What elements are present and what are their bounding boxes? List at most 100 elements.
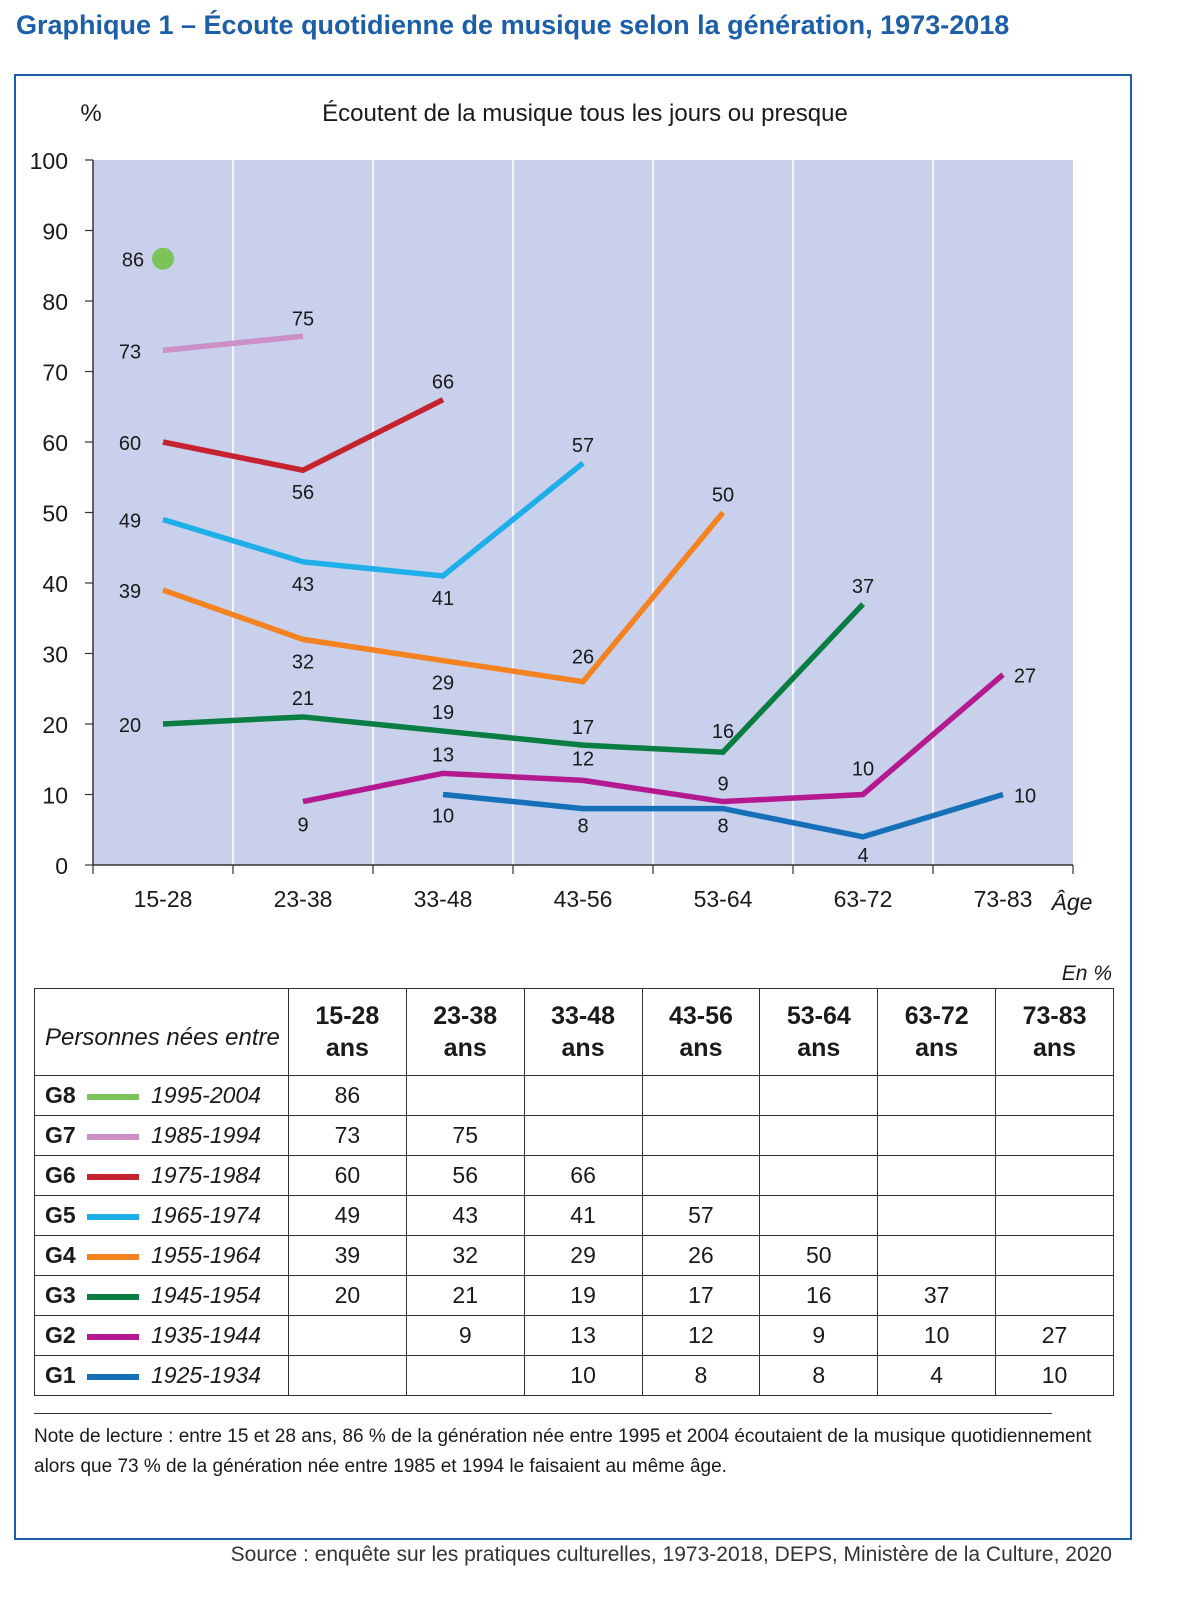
table-cell: 8 bbox=[641, 1355, 761, 1396]
table-cell: 57 bbox=[641, 1195, 761, 1236]
table-row: G7 1985-1994 73 75 bbox=[34, 1115, 1114, 1156]
generation-years: 1945-1954 bbox=[151, 1282, 261, 1308]
table-lead-label: Personnes nées entre bbox=[34, 988, 289, 1076]
legend-swatch bbox=[87, 1373, 139, 1380]
table-cell bbox=[995, 1155, 1114, 1196]
data-label: 41 bbox=[432, 588, 454, 610]
generation-code: G8 bbox=[45, 1082, 76, 1108]
table-cell: 16 bbox=[759, 1275, 879, 1316]
legend-swatch bbox=[87, 1093, 139, 1100]
data-label: 16 bbox=[712, 721, 734, 743]
y-tick-label: 80 bbox=[42, 289, 68, 315]
age-suffix: ans bbox=[325, 1034, 369, 1062]
data-label: 20 bbox=[119, 715, 141, 737]
table-row: G2 1935-1944 9 13 12 9 10 27 bbox=[34, 1315, 1114, 1356]
table-cell: 37 bbox=[877, 1275, 997, 1316]
table-cell bbox=[877, 1115, 997, 1156]
table-unit-note: En % bbox=[1061, 962, 1112, 985]
table-row: G6 1975-1984 60 56 66 bbox=[34, 1155, 1114, 1196]
generation-cell: G6 1975-1984 bbox=[34, 1155, 289, 1196]
series-line bbox=[162, 397, 445, 474]
x-tick-label: 43-56 bbox=[554, 886, 613, 912]
legend-swatch bbox=[87, 1253, 139, 1260]
table-cell: 13 bbox=[523, 1315, 643, 1356]
table-cell: 26 bbox=[641, 1235, 761, 1276]
age-suffix: ans bbox=[915, 1034, 959, 1062]
data-label: 57 bbox=[572, 435, 594, 457]
table-cell bbox=[287, 1315, 407, 1356]
table-cell: 50 bbox=[759, 1235, 879, 1276]
generation-code: G6 bbox=[45, 1162, 76, 1188]
data-label: 32 bbox=[292, 651, 314, 673]
table-cell bbox=[877, 1075, 997, 1116]
table-cell bbox=[759, 1195, 879, 1236]
legend-swatch bbox=[87, 1333, 139, 1340]
generation-code: G4 bbox=[45, 1242, 76, 1268]
table-cell bbox=[405, 1355, 525, 1396]
data-label: 4 bbox=[857, 845, 868, 867]
data-label: 9 bbox=[297, 815, 308, 837]
age-column-header: 43-56 ans bbox=[641, 988, 761, 1076]
data-label: 10 bbox=[432, 806, 454, 828]
generation-years: 1925-1934 bbox=[151, 1362, 261, 1388]
data-label: 43 bbox=[292, 574, 314, 596]
data-label: 56 bbox=[292, 482, 314, 504]
y-tick-label: 70 bbox=[42, 360, 68, 386]
generation-years: 1935-1944 bbox=[151, 1322, 261, 1348]
data-label: 21 bbox=[292, 688, 314, 710]
data-label: 29 bbox=[432, 673, 454, 695]
table-cell: 19 bbox=[523, 1275, 643, 1316]
table-cell bbox=[287, 1355, 407, 1396]
chart-title: Écoutent de la musique tous les jours ou… bbox=[322, 100, 848, 127]
data-label: 39 bbox=[119, 581, 141, 603]
series-line bbox=[162, 461, 585, 579]
table-cell bbox=[995, 1235, 1114, 1276]
table-cell: 41 bbox=[523, 1195, 643, 1236]
x-tick-label: 15-28 bbox=[134, 886, 193, 912]
y-tick-label: 10 bbox=[42, 783, 68, 809]
age-column-header: 23-38 ans bbox=[405, 988, 525, 1076]
y-tick-label: 100 bbox=[30, 148, 68, 174]
series-point bbox=[152, 247, 174, 270]
data-label: 8 bbox=[577, 816, 588, 838]
table-cell: 9 bbox=[405, 1315, 525, 1356]
x-tick-label: 53-64 bbox=[694, 886, 753, 912]
age-column-header: 15-28 ans bbox=[287, 988, 407, 1076]
age-suffix: ans bbox=[443, 1034, 487, 1062]
table-cell bbox=[523, 1075, 643, 1116]
generation-cell: G2 1935-1944 bbox=[34, 1315, 289, 1356]
table-cell: 32 bbox=[405, 1235, 525, 1276]
x-tick-label: 33-48 bbox=[414, 886, 473, 912]
table-cell: 60 bbox=[287, 1155, 407, 1196]
data-label: 27 bbox=[1014, 666, 1036, 688]
x-axis-label: Âge bbox=[1051, 889, 1093, 915]
table-cell: 10 bbox=[995, 1355, 1114, 1396]
y-axis-label: % bbox=[80, 100, 101, 127]
data-label: 50 bbox=[712, 485, 734, 507]
y-tick-label: 50 bbox=[42, 501, 68, 527]
table-cell bbox=[995, 1195, 1114, 1236]
y-tick-label: 40 bbox=[42, 571, 68, 597]
table-cell bbox=[405, 1075, 525, 1116]
table-cell bbox=[641, 1155, 761, 1196]
table-row: G8 1995-2004 86 bbox=[34, 1075, 1114, 1116]
table-cell: 56 bbox=[405, 1155, 525, 1196]
series-line bbox=[302, 672, 1005, 805]
y-tick-label: 20 bbox=[42, 712, 68, 738]
table-cell bbox=[523, 1115, 643, 1156]
table-cell: 20 bbox=[287, 1275, 407, 1316]
y-tick-label: 60 bbox=[42, 430, 68, 456]
legend-swatch bbox=[87, 1173, 139, 1180]
age-suffix: ans bbox=[561, 1034, 605, 1062]
data-label: 19 bbox=[432, 702, 454, 724]
x-tick-label: 63-72 bbox=[834, 886, 893, 912]
table-cell: 9 bbox=[759, 1315, 879, 1356]
generation-cell: G4 1955-1964 bbox=[34, 1235, 289, 1276]
y-tick-label: 0 bbox=[55, 853, 68, 879]
age-range: 53-64 bbox=[786, 1002, 851, 1030]
y-tick-label: 90 bbox=[42, 219, 68, 245]
data-label: 75 bbox=[292, 308, 314, 330]
age-range: 73-83 bbox=[1022, 1002, 1087, 1030]
table-row: G4 1955-1964 39 32 29 26 50 bbox=[34, 1235, 1114, 1276]
generation-cell: G5 1965-1974 bbox=[34, 1195, 289, 1236]
